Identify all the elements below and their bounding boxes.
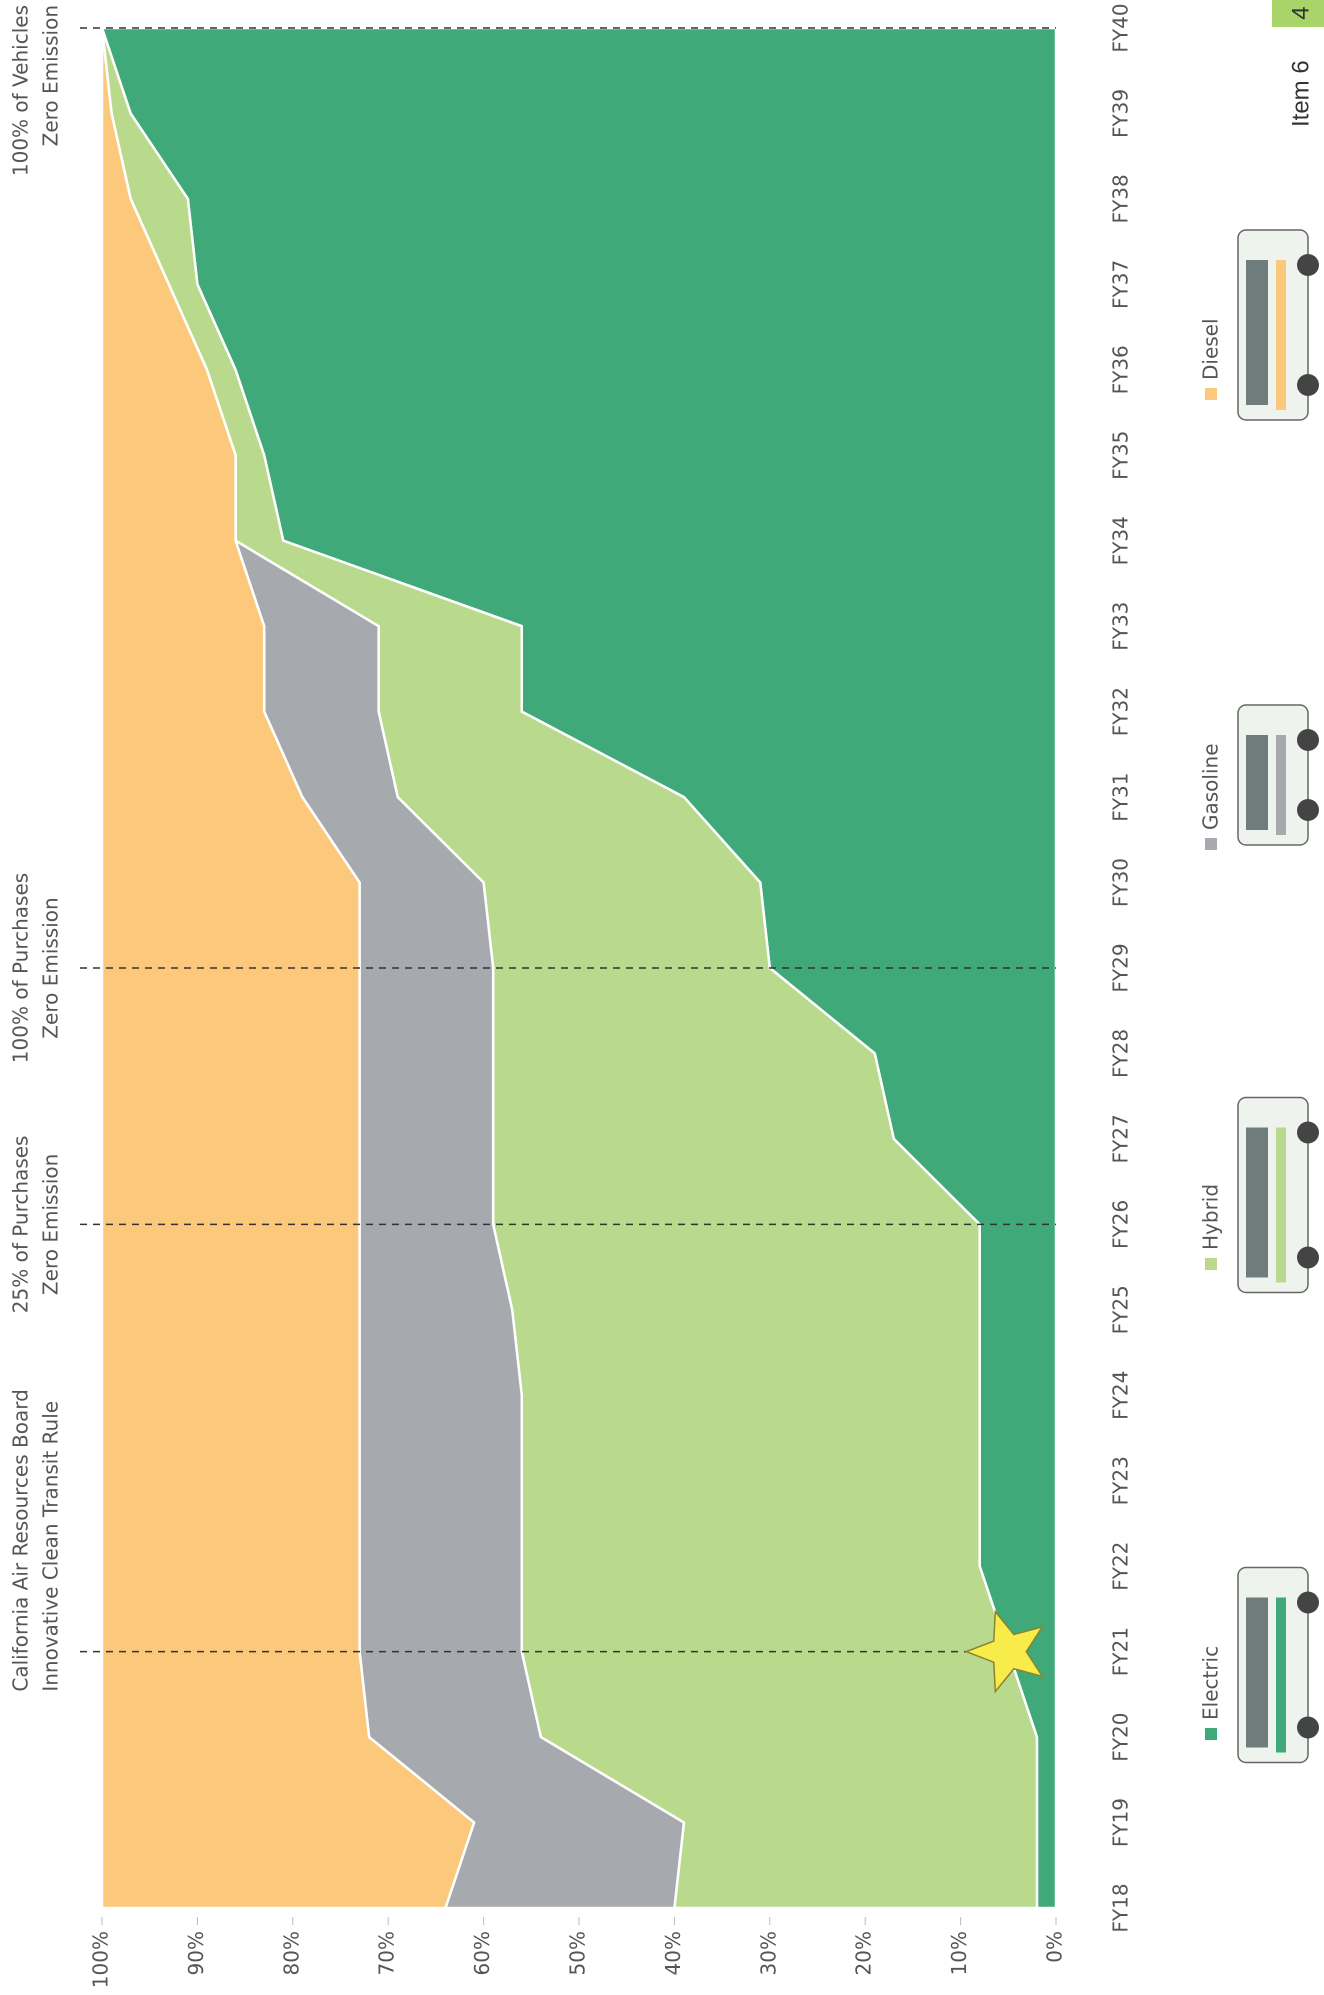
rotated-chart: 0% 10% 20% 30% 40% 50% 60% 70% 80% 90% 100% FY18 FY1… <box>9 0 1324 1988</box>
vehicle-windows <box>1246 735 1268 830</box>
x-tick-label: FY21 <box>1109 1627 1133 1676</box>
y-tick-label: 60% <box>470 1931 494 1975</box>
annotation-text: 100% of Purchases <box>9 873 33 1063</box>
annotation-text: California Air Resources Board <box>9 1389 33 1691</box>
y-tick-label: 70% <box>375 1931 399 1975</box>
wheel <box>1297 799 1319 821</box>
legend-label: Electric <box>1199 1646 1223 1720</box>
annotation-text: 100% of Vehicles <box>9 5 33 176</box>
y-tick-label: 40% <box>661 1931 685 1975</box>
vehicle-windows <box>1246 260 1268 405</box>
x-tick-label: FY33 <box>1109 602 1133 651</box>
x-tick-label: FY32 <box>1109 687 1133 736</box>
wheel <box>1297 1716 1319 1739</box>
page-tag-box <box>1272 0 1324 27</box>
x-tick-label: FY39 <box>1109 89 1133 138</box>
wheel <box>1297 1591 1319 1614</box>
wheel <box>1297 729 1319 751</box>
y-tick-label: 20% <box>852 1931 876 1975</box>
x-tick-label: FY38 <box>1109 174 1133 223</box>
legend-swatch <box>1205 1728 1217 1740</box>
x-tick-label: FY31 <box>1109 773 1133 822</box>
x-tick-label: FY34 <box>1109 516 1133 565</box>
x-tick-label: FY18 <box>1109 1883 1133 1932</box>
star <box>964 1609 1044 1694</box>
annotation-text: Innovative Clean Transit Rule <box>39 1401 63 1692</box>
x-tick-label: FY22 <box>1109 1542 1133 1591</box>
vehicle-stripe <box>1276 260 1286 410</box>
annotation-text: 25% of Purchases <box>9 1136 33 1314</box>
x-tick-label: FY29 <box>1109 943 1133 992</box>
x-tick-label: FY19 <box>1109 1798 1133 1847</box>
legend-label: Hybrid <box>1199 1184 1223 1250</box>
annotation-text: Zero Emission <box>39 897 63 1038</box>
x-tick-label: FY23 <box>1109 1456 1133 1505</box>
annotation-text: Zero Emission <box>39 5 63 146</box>
vehicle-stripe <box>1276 1127 1286 1283</box>
wheel <box>1297 374 1319 396</box>
x-tick-label: FY40 <box>1109 3 1133 52</box>
page-tag: Item 6 <box>1287 60 1314 127</box>
legend-swatch <box>1205 1258 1217 1270</box>
x-tick-label: FY36 <box>1109 345 1133 394</box>
x-tick-label: FY24 <box>1109 1371 1133 1420</box>
wheel <box>1297 1246 1319 1269</box>
y-tick-label: 80% <box>279 1931 303 1975</box>
annotation-text: Zero Emission <box>39 1154 63 1295</box>
x-tick-label: FY37 <box>1109 260 1133 309</box>
y-tick-label: 10% <box>947 1931 971 1975</box>
x-tick-label: FY28 <box>1109 1029 1133 1078</box>
wheel <box>1297 254 1319 276</box>
vehicle-stripe <box>1276 1597 1286 1753</box>
page-number: 4 <box>1287 6 1314 19</box>
legend-swatch <box>1205 838 1217 850</box>
y-tick-label: 100% <box>89 1931 113 1988</box>
x-tick-label: FY20 <box>1109 1713 1133 1762</box>
legend-swatch <box>1205 388 1217 400</box>
y-tick-label: 30% <box>756 1931 780 1975</box>
legend-label: Diesel <box>1199 318 1223 380</box>
y-tick-label: 0% <box>1043 1931 1067 1963</box>
vehicle-windows <box>1246 1597 1268 1748</box>
x-tick-label: FY27 <box>1109 1114 1133 1163</box>
wheel <box>1297 1121 1319 1144</box>
x-tick-label: FY25 <box>1109 1285 1133 1334</box>
vehicle-stripe <box>1276 735 1286 835</box>
vehicle-windows <box>1246 1127 1268 1278</box>
y-tick-label: 50% <box>566 1931 590 1975</box>
x-tick-label: FY26 <box>1109 1200 1133 1249</box>
legend-label: Gasoline <box>1199 743 1223 830</box>
x-tick-label: FY30 <box>1109 858 1133 907</box>
y-tick-label: 90% <box>184 1931 208 1975</box>
x-tick-label: FY35 <box>1109 431 1133 480</box>
